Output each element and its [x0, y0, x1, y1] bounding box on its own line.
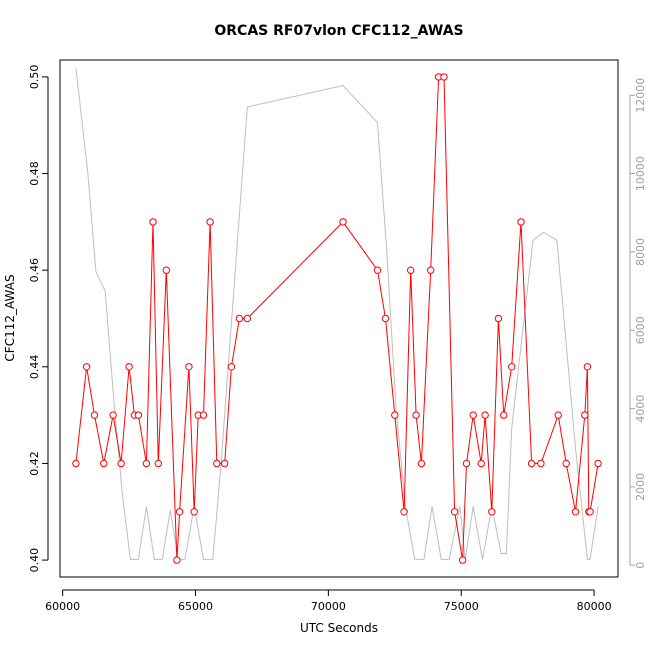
series-altitude-line: [75, 67, 599, 560]
plot-frame: [59, 59, 619, 578]
data-point: [213, 459, 221, 468]
y-axis: 0.40 0.42 0.44 0.46 0.48 0.50: [28, 65, 49, 573]
x-tick-label: 65000: [178, 600, 213, 613]
data-point: [494, 314, 503, 323]
y2-tick-label: 12000: [634, 78, 647, 113]
data-point: [481, 411, 489, 419]
data-point: [154, 459, 163, 468]
data-point: [206, 218, 214, 226]
data-point: [373, 266, 382, 274]
data-point: [173, 556, 181, 564]
y2-tick-label: 4000: [634, 395, 647, 423]
data-point: [100, 459, 108, 468]
y-tick-label: 0.44: [28, 355, 41, 380]
y-axis-label: CFC112_AWAS: [3, 274, 17, 361]
data-point: [450, 508, 459, 516]
x-axis: 60000 65000 70000 75000 80000: [45, 589, 612, 613]
y2-tick-label: 2000: [634, 473, 647, 501]
data-point: [243, 314, 252, 323]
x-tick-label: 60000: [45, 600, 80, 613]
data-point: [125, 363, 133, 371]
data-point: [221, 459, 229, 468]
data-point: [90, 411, 99, 419]
data-point: [571, 508, 580, 516]
y-tick-label: 0.46: [28, 258, 41, 283]
y2-tick-label: 0: [634, 562, 647, 569]
x-tick-label: 70000: [311, 600, 346, 613]
data-point: [227, 363, 236, 371]
data-point: [469, 411, 477, 419]
data-point: [562, 459, 570, 468]
x-tick-label: 75000: [444, 600, 479, 613]
data-point: [82, 363, 91, 371]
data-point: [381, 314, 390, 323]
data-point: [417, 459, 426, 468]
y-tick-label: 0.48: [28, 161, 41, 186]
y2-tick-label: 10000: [634, 156, 647, 191]
x-tick-label: 80000: [577, 600, 612, 613]
data-point: [175, 508, 184, 516]
series-altitude: [75, 67, 599, 560]
series-cfc112-line: [75, 76, 599, 561]
data-point: [581, 411, 589, 419]
data-point: [412, 411, 420, 419]
data-point: [391, 411, 399, 419]
data-point: [134, 411, 143, 419]
data-point: [339, 218, 347, 226]
data-point: [185, 363, 193, 371]
data-point: [72, 459, 80, 468]
data-point: [458, 556, 467, 564]
data-point: [440, 73, 448, 81]
data-point: [109, 411, 117, 419]
y2-axis: 0 2000 4000 6000 8000 10000 12000: [629, 78, 647, 569]
data-point: [527, 459, 536, 468]
y-tick-label: 0.40: [28, 548, 41, 573]
data-point: [142, 459, 151, 468]
y2-tick-label: 6000: [634, 316, 647, 344]
series-cfc112: [72, 73, 602, 564]
data-point: [199, 411, 208, 419]
data-point: [190, 508, 198, 516]
y-tick-label: 0.50: [28, 65, 41, 90]
data-point: [500, 411, 508, 419]
data-point: [594, 459, 602, 468]
data-point: [517, 218, 525, 226]
data-point: [488, 508, 496, 516]
data-point: [477, 459, 485, 468]
data-point: [508, 363, 516, 371]
data-point: [427, 266, 435, 274]
data-point: [462, 459, 471, 468]
data-point: [537, 459, 545, 468]
data-point: [586, 508, 594, 516]
data-point: [583, 363, 592, 371]
data-point: [235, 314, 244, 323]
data-point: [149, 218, 157, 226]
data-point: [400, 508, 408, 516]
data-point: [407, 266, 415, 274]
data-point: [162, 266, 171, 274]
y2-tick-label: 8000: [634, 238, 647, 266]
data-point: [554, 411, 562, 419]
data-point: [117, 459, 125, 468]
chart-title: ORCAS RF07vlon CFC112_AWAS: [214, 23, 463, 39]
x-axis-label: UTC Seconds: [300, 621, 378, 635]
y-tick-label: 0.42: [28, 451, 41, 476]
